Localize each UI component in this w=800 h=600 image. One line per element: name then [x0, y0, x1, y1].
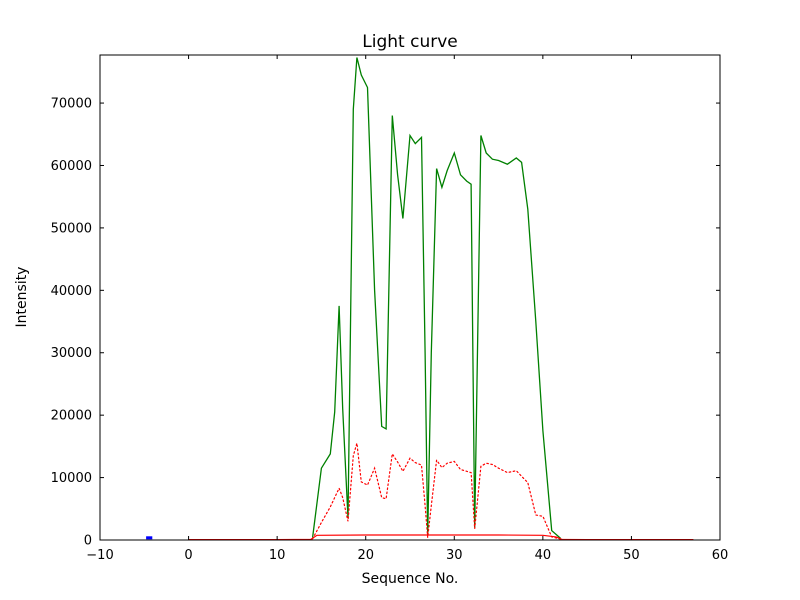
series-intensity-secondary-dotted	[312, 443, 562, 540]
y-tick-label: 50000	[51, 221, 92, 236]
axes-spines	[99, 54, 721, 541]
chart-title: Light curve	[362, 32, 457, 52]
plot-area: −10 0 10 20 30 40 50 60010000200003000040000500…	[51, 54, 729, 563]
x-tick-label: −10	[86, 548, 113, 563]
x-axis-label: Sequence No.	[362, 571, 459, 587]
x-tick-label: 50	[623, 548, 640, 563]
y-tick-label: 70000	[51, 97, 92, 112]
x-tick-label: 0	[184, 548, 192, 563]
y-tick-label: 10000	[51, 471, 92, 486]
y-tick-label: 30000	[51, 346, 92, 361]
y-tick-label: 0	[84, 534, 92, 549]
series-baseline-red	[188, 534, 694, 541]
y-tick-label: 40000	[51, 284, 92, 299]
y-tick-label: 60000	[51, 159, 92, 174]
y-axis-label: Intensity	[14, 267, 30, 328]
x-tick-label: 10	[269, 548, 286, 563]
x-tick-label: 30	[446, 548, 463, 563]
x-tick-label: 20	[357, 548, 374, 563]
x-tick-label: 60	[712, 548, 729, 563]
y-tick-label: 20000	[51, 409, 92, 424]
x-tick-label: 40	[535, 548, 552, 563]
series-intensity-main	[311, 57, 562, 539]
